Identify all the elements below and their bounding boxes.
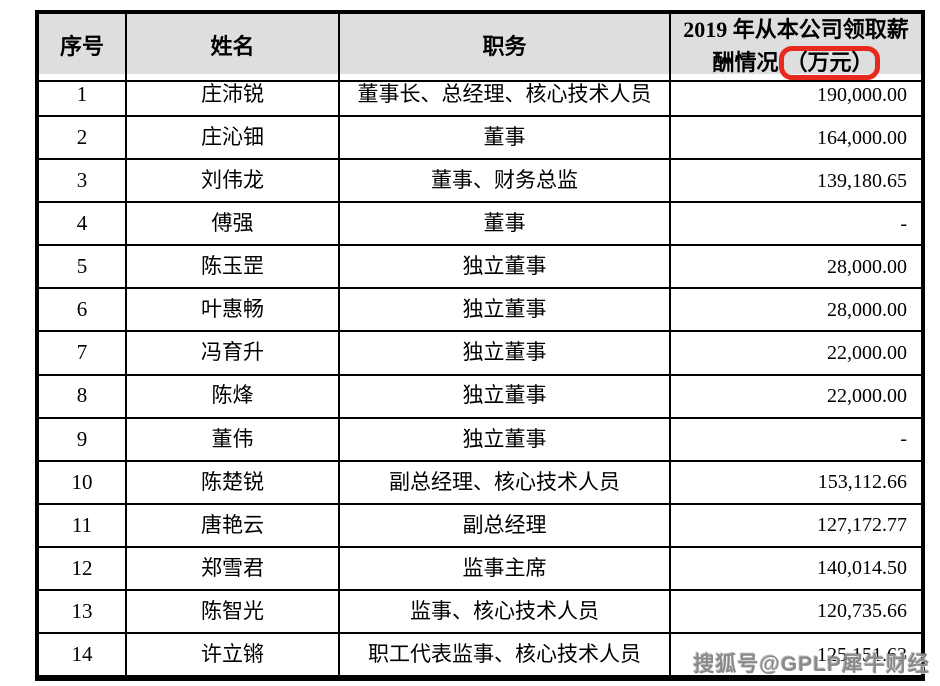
compensation-cell: 28,000.00 xyxy=(671,246,921,290)
row-number-cell: 9 xyxy=(39,418,127,462)
table-header-row: 序号 姓名 职务 2019 年从本公司领取薪 酬情况 （万元） xyxy=(39,14,921,83)
position-cell: 董事长、总经理、核心技术人员 xyxy=(340,74,671,118)
table-row: 3 刘伟龙 董事、财务总监 139,180.65 xyxy=(39,160,921,204)
row-number-cell: 1 xyxy=(39,74,127,118)
position-cell: 董事 xyxy=(340,203,671,247)
table-row: 4 傅强 董事 - xyxy=(39,203,921,247)
row-number-cell: 4 xyxy=(39,203,127,247)
table-row: 2 庄沁钿 董事 164,000.00 xyxy=(39,117,921,161)
compensation-cell: 190,000.00 xyxy=(671,74,921,118)
row-number-cell: 3 xyxy=(39,160,127,204)
table-row: 12 郑雪君 监事主席 140,014.50 xyxy=(39,547,921,591)
name-cell: 刘伟龙 xyxy=(127,160,340,204)
position-cell: 监事、核心技术人员 xyxy=(340,590,671,635)
row-number-cell: 13 xyxy=(39,590,127,635)
row-number-cell: 8 xyxy=(39,375,127,419)
table-row: 11 唐艳云 副总经理 127,172.77 xyxy=(39,504,921,548)
col-header-position: 职务 xyxy=(340,14,671,83)
name-cell: 冯育升 xyxy=(127,332,340,376)
watermark: 搜狐号@GPLP犀牛财经 xyxy=(693,653,930,676)
compensation-cell: 28,000.00 xyxy=(671,289,921,333)
name-cell: 叶惠畅 xyxy=(127,289,340,333)
compensation-cell: 153,112.66 xyxy=(671,462,921,505)
name-cell: 陈智光 xyxy=(127,590,340,635)
name-cell: 许立锵 xyxy=(127,634,340,678)
row-number-cell: 12 xyxy=(39,547,127,591)
table-row: 7 冯育升 独立董事 22,000.00 xyxy=(39,332,921,376)
table-row: 10 陈楚锐 副总经理、核心技术人员 153,112.66 xyxy=(39,461,921,505)
compensation-header-text: 2019 年从本公司领取薪 酬情况 （万元） xyxy=(683,14,909,81)
table-row: 1 庄沛锐 董事长、总经理、核心技术人员 190,000.00 xyxy=(39,74,921,118)
col-header-name: 姓名 xyxy=(127,14,340,83)
position-cell: 独立董事 xyxy=(340,418,671,462)
name-cell: 傅强 xyxy=(127,203,340,247)
table-row: 5 陈玉罡 独立董事 28,000.00 xyxy=(39,246,921,290)
table-row: 14 许立锵 职工代表监事、核心技术人员 125,151.63 xyxy=(39,634,921,678)
name-cell: 庄沁钿 xyxy=(127,117,340,161)
row-number-cell: 7 xyxy=(39,332,127,376)
position-cell: 独立董事 xyxy=(340,375,671,419)
compensation-cell: 139,180.65 xyxy=(671,160,921,204)
compensation-cell: 125,151.63 xyxy=(671,634,921,678)
row-number-cell: 14 xyxy=(39,634,127,678)
position-cell: 董事、财务总监 xyxy=(340,160,671,204)
name-cell: 唐艳云 xyxy=(127,504,340,548)
table-row: 6 叶惠畅 独立董事 28,000.00 xyxy=(39,289,921,333)
compensation-cell: 164,000.00 xyxy=(671,117,921,161)
row-number-cell: 6 xyxy=(39,289,127,333)
position-cell: 副总经理、核心技术人员 xyxy=(340,461,671,505)
compensation-cell: 120,735.66 xyxy=(671,591,921,635)
compensation-header-line1: 2019 年从本公司领取薪 xyxy=(683,17,909,42)
row-number-cell: 5 xyxy=(39,246,127,290)
compensation-header-line2: 酬情况 xyxy=(712,49,779,75)
position-cell: 独立董事 xyxy=(340,246,671,290)
name-cell: 庄沛锐 xyxy=(127,74,340,118)
row-number-cell: 11 xyxy=(39,504,127,548)
name-cell: 陈玉罡 xyxy=(127,246,340,290)
compensation-cell: 22,000.00 xyxy=(671,376,921,419)
name-cell: 陈楚锐 xyxy=(127,461,340,505)
position-cell: 董事 xyxy=(340,117,671,161)
table-row: 9 董伟 独立董事 - xyxy=(39,418,921,462)
name-cell: 陈烽 xyxy=(127,375,340,419)
red-annotation-box: （万元） xyxy=(779,45,880,81)
col-header-no: 序号 xyxy=(39,14,127,83)
position-cell: 独立董事 xyxy=(340,332,671,376)
row-number-cell: 10 xyxy=(39,461,127,505)
compensation-cell: 140,014.50 xyxy=(671,548,921,591)
row-number-cell: 2 xyxy=(39,117,127,161)
name-cell: 郑雪君 xyxy=(127,547,340,591)
position-cell: 副总经理 xyxy=(340,504,671,548)
compensation-cell: 22,000.00 xyxy=(671,332,921,376)
table-row: 13 陈智光 监事、核心技术人员 120,735.66 xyxy=(39,590,921,635)
compensation-cell: - xyxy=(671,203,921,247)
col-header-compensation: 2019 年从本公司领取薪 酬情况 （万元） xyxy=(671,14,921,83)
table-row: 8 陈烽 独立董事 22,000.00 xyxy=(39,375,921,419)
position-cell: 独立董事 xyxy=(340,289,671,333)
position-cell: 职工代表监事、核心技术人员 xyxy=(340,634,671,678)
compensation-cell: 127,172.77 xyxy=(671,505,921,548)
compensation-table: 序号 姓名 职务 2019 年从本公司领取薪 酬情况 （万元） 1 庄沛锐 董事长… xyxy=(35,10,925,681)
position-cell: 监事主席 xyxy=(340,547,671,591)
name-cell: 董伟 xyxy=(127,418,340,462)
compensation-cell: - xyxy=(671,419,921,462)
